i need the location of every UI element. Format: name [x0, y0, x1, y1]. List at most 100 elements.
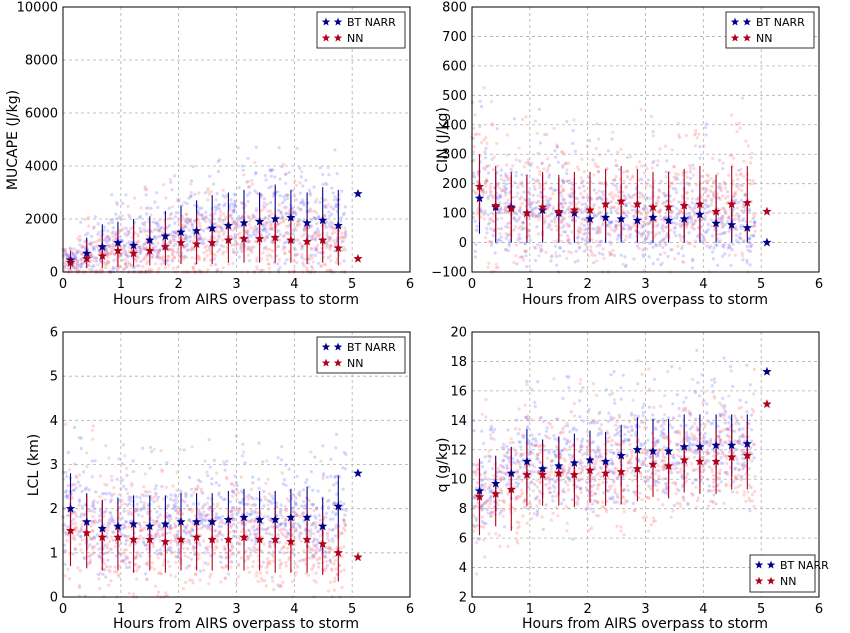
scatter-point [79, 258, 83, 262]
scatter-point [311, 260, 315, 264]
scatter-point [185, 202, 189, 206]
scatter-point [329, 220, 333, 224]
scatter-point [293, 502, 298, 507]
scatter-point [164, 266, 168, 270]
scatter-point [205, 470, 209, 474]
scatter-point [283, 261, 287, 265]
scatter-point [645, 167, 649, 171]
scatter-point [138, 226, 142, 230]
scatter-point [721, 167, 725, 171]
scatter-point [685, 175, 689, 179]
scatter-point [539, 141, 543, 145]
scatter-point [331, 510, 335, 514]
scatter-point [533, 119, 538, 123]
scatter-point [308, 556, 312, 560]
scatter-point [521, 258, 526, 262]
scatter-point [142, 541, 146, 545]
scatter-point [278, 574, 283, 579]
scatter-point [181, 546, 186, 551]
scatter-point [651, 245, 655, 249]
scatter-point [98, 587, 102, 591]
scatter-point [601, 193, 606, 197]
scatter-point [67, 253, 71, 257]
scatter-point [517, 233, 521, 237]
scatter-point [325, 564, 330, 568]
scatter-point [480, 461, 484, 465]
scatter-point [158, 228, 162, 232]
scatter-point [215, 538, 219, 542]
scatter-point [102, 228, 106, 232]
scatter-point [222, 233, 226, 237]
scatter-point [246, 199, 250, 204]
scatter-point [481, 465, 485, 469]
scatter-point [339, 219, 343, 223]
scatter-point [553, 149, 557, 153]
scatter-point [702, 144, 706, 148]
scatter-point [252, 228, 256, 232]
scatter-point [191, 165, 195, 169]
scatter-point [481, 192, 485, 196]
scatter-point [145, 490, 149, 494]
scatter-point [628, 232, 632, 237]
scatter-point [214, 544, 218, 549]
scatter-point [139, 229, 143, 233]
y-tick-label: 6000 [25, 107, 58, 122]
scatter-point [270, 494, 274, 498]
scatter-point [324, 181, 328, 185]
scatter-point [277, 146, 281, 150]
scatter-point [630, 196, 634, 200]
scatter-point [160, 230, 165, 234]
scatter-point [317, 230, 321, 234]
scatter-point [187, 228, 191, 232]
scatter-point [333, 195, 337, 199]
scatter-point [155, 191, 159, 195]
scatter-point [219, 225, 223, 229]
scatter-point [599, 197, 603, 201]
scatter-point [324, 559, 328, 564]
scatter-point [249, 226, 253, 230]
scatter-point [233, 226, 237, 230]
scatter-point [64, 262, 68, 267]
scatter-point [744, 139, 748, 143]
scatter-point [525, 265, 529, 269]
scatter-point [507, 244, 511, 248]
y-tick-label: 5 [50, 370, 58, 385]
scatter-point [548, 196, 552, 200]
scatter-point [197, 238, 201, 242]
scatter-point [296, 219, 300, 224]
scatter-point [105, 253, 109, 257]
scatter-point [105, 248, 109, 252]
scatter-point [111, 267, 115, 271]
scatter-point [237, 550, 241, 554]
scatter-point [102, 225, 107, 229]
scatter-point [307, 209, 311, 213]
scatter-point [168, 530, 172, 535]
scatter-point [127, 591, 131, 595]
scatter-point [328, 222, 332, 226]
scatter-point [342, 259, 346, 263]
scatter-point [303, 528, 307, 532]
scatter-point [739, 168, 743, 172]
scatter-point [184, 236, 188, 240]
y-tick-label: 100 [442, 207, 467, 222]
scatter-point [188, 564, 192, 568]
scatter-point [614, 201, 619, 205]
scatter-point [137, 250, 141, 254]
scatter-point [544, 250, 548, 254]
scatter-point [738, 232, 742, 236]
scatter-point [127, 213, 131, 217]
scatter-point [483, 150, 487, 154]
scatter-point [161, 563, 165, 567]
scatter-point [625, 156, 630, 160]
scatter-point [341, 487, 345, 491]
scatter-point [127, 231, 131, 235]
scatter-point [693, 244, 697, 248]
scatter-point [340, 231, 344, 235]
scatter-point [232, 208, 236, 212]
scatter-point [527, 197, 531, 201]
scatter-point [153, 249, 157, 253]
scatter-point [196, 209, 200, 214]
scatter-point [262, 542, 266, 546]
scatter-point [80, 523, 84, 527]
